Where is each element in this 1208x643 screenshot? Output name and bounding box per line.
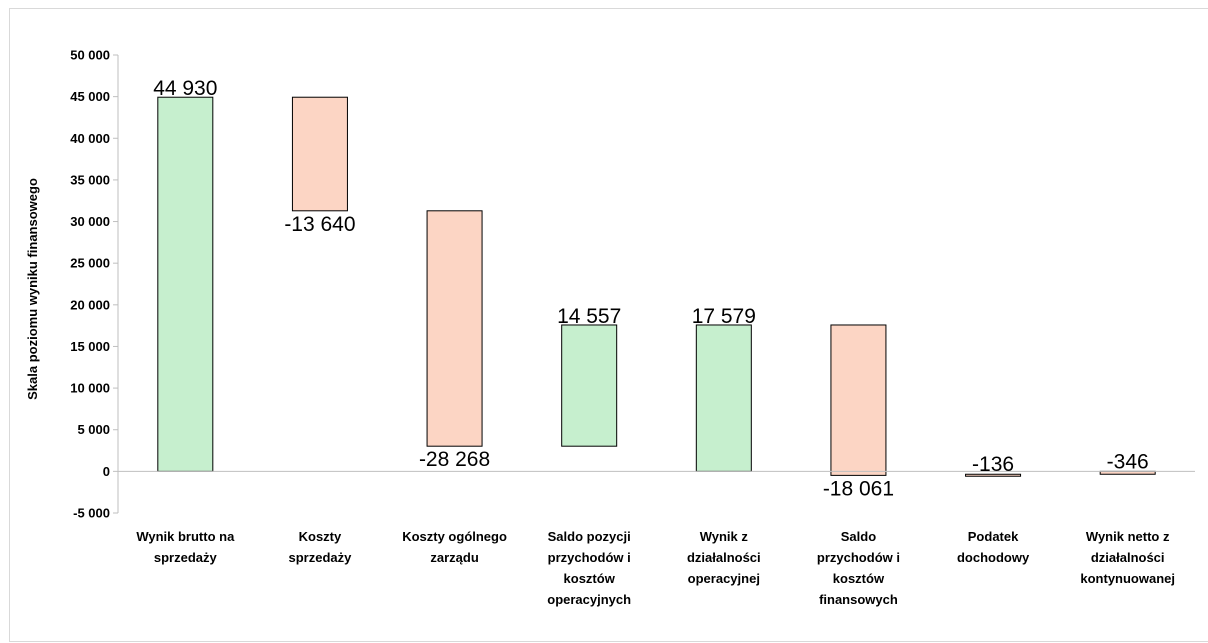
bar-3 xyxy=(426,210,483,447)
y-axis-title: Skala poziomu wyniku finansowego xyxy=(25,178,40,400)
category-labels: Wynik brutto na sprzedaży Koszty sprzedaży K… xyxy=(136,529,1175,607)
value-label-4: 14 557 xyxy=(557,305,621,328)
bar-6 xyxy=(830,324,887,476)
category-label-6: Saldo przychodów i kosztów finansowych xyxy=(817,529,900,607)
category-label-2: Koszty sprzedaży xyxy=(289,529,353,565)
category-label-8: Wynik netto z działalności kontynuowanej xyxy=(1080,529,1175,586)
y-tick-label: 0 xyxy=(103,464,110,479)
y-tick-label: 50 000 xyxy=(70,48,110,63)
bar-7 xyxy=(965,473,1022,477)
value-label-1: 44 930 xyxy=(153,77,217,100)
bar-5 xyxy=(695,324,752,472)
category-label-4: Saldo pozycji przychodów i kosztów operacyj… xyxy=(547,529,631,607)
y-tick-label: -5 000 xyxy=(73,506,110,521)
value-label-2: -13 640 xyxy=(284,213,355,236)
bar-2 xyxy=(291,96,348,212)
y-tick-label: 30 000 xyxy=(70,214,110,229)
y-axis xyxy=(113,54,119,514)
bar-1 xyxy=(157,96,214,472)
y-tick-label: 15 000 xyxy=(70,339,110,354)
y-tick-labels: -5 000 0 5 000 10 000 15 000 20 000 25 000 30 0… xyxy=(70,48,110,521)
y-tick-label: 20 000 xyxy=(70,297,110,312)
value-label-8: -346 xyxy=(1107,450,1149,473)
category-label-3: Koszty ogólnego zarządu xyxy=(402,529,507,565)
y-tick-label: 45 000 xyxy=(70,89,110,104)
value-label-5: 17 579 xyxy=(692,305,756,328)
bars xyxy=(157,96,1156,477)
category-label-5: Wynik z działalności operacyjnej xyxy=(687,529,761,586)
y-tick-label: 5 000 xyxy=(77,422,110,437)
value-label-6: -18 061 xyxy=(823,477,894,500)
value-label-7: -136 xyxy=(972,453,1014,476)
y-tick-label: 35 000 xyxy=(70,172,110,187)
y-tick-label: 10 000 xyxy=(70,381,110,396)
value-label-3: -28 268 xyxy=(419,448,490,471)
bar-4 xyxy=(561,324,618,447)
y-tick-label: 40 000 xyxy=(70,131,110,146)
value-labels: 44 930 -13 640 -28 268 14 557 17 579 -18 061 -… xyxy=(153,77,1149,500)
category-label-7: Podatek dochodowy xyxy=(957,529,1030,565)
y-tick-label: 25 000 xyxy=(70,256,110,271)
category-label-1: Wynik brutto na sprzedaży xyxy=(136,529,235,565)
